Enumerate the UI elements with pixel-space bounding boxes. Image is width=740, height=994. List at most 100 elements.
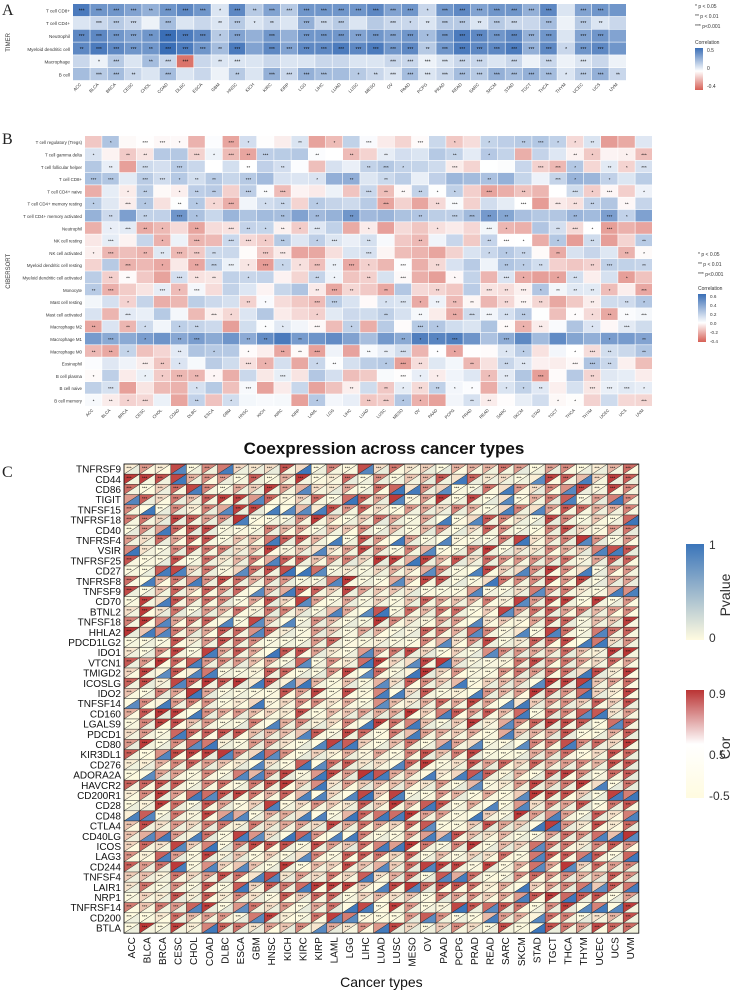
cell-significance: *** bbox=[267, 822, 273, 827]
heatmap-cell bbox=[343, 160, 360, 173]
column-label: BLCA bbox=[88, 82, 100, 94]
cell-significance: *** bbox=[516, 527, 522, 532]
cell-significance: *** bbox=[400, 362, 406, 368]
cell-significance: *** bbox=[423, 741, 429, 746]
cell-significance: *** bbox=[579, 812, 585, 817]
cell-significance: *** bbox=[548, 782, 554, 787]
cell-significance: *** bbox=[610, 680, 616, 685]
heatmap-cell bbox=[377, 295, 394, 308]
heatmap-cell bbox=[205, 271, 222, 283]
heatmap-cell bbox=[325, 332, 343, 345]
heatmap-cell bbox=[228, 4, 246, 17]
cell-significance: *** bbox=[345, 680, 351, 685]
cell-significance: *** bbox=[511, 47, 517, 53]
cell-significance: *** bbox=[236, 822, 242, 827]
cell-significance: *** bbox=[189, 608, 195, 613]
cell-significance: ** bbox=[149, 47, 153, 53]
cell-significance: *** bbox=[485, 486, 491, 491]
cell-significance: * bbox=[179, 140, 181, 146]
cell-significance: ** bbox=[126, 325, 130, 331]
heatmap-cell bbox=[257, 369, 274, 382]
cell-significance: *** bbox=[563, 567, 569, 572]
cell-significance: *** bbox=[329, 496, 335, 501]
cell-significance: *** bbox=[158, 741, 164, 746]
cell-significance: *** bbox=[454, 486, 460, 491]
heatmap-cell bbox=[470, 42, 488, 55]
heatmap-cell bbox=[274, 271, 291, 283]
heatmap-cell bbox=[222, 160, 240, 173]
cell-significance: *** bbox=[126, 731, 132, 736]
heatmap-cell bbox=[211, 68, 229, 81]
cell-significance: *** bbox=[220, 649, 226, 654]
heatmap-cell bbox=[102, 320, 119, 333]
cell-significance: *** bbox=[407, 629, 413, 634]
cell-significance: *** bbox=[142, 567, 148, 572]
cell-significance: * bbox=[557, 239, 559, 245]
cell-significance: *** bbox=[267, 465, 273, 470]
heatmap-cell bbox=[343, 271, 360, 283]
heatmap-cell bbox=[497, 259, 515, 271]
cell-significance: *** bbox=[228, 239, 234, 245]
heatmap-cell bbox=[566, 172, 584, 185]
cell-significance: *** bbox=[563, 516, 569, 521]
cell-significance: *** bbox=[236, 680, 242, 685]
cell-significance: *** bbox=[356, 8, 362, 14]
heatmap-cell bbox=[394, 394, 412, 406]
heatmap-cell bbox=[540, 4, 557, 17]
cell-significance: *** bbox=[594, 496, 600, 501]
cell-significance: *** bbox=[220, 802, 226, 807]
heatmap-cell bbox=[360, 320, 377, 333]
cell-significance: *** bbox=[485, 598, 491, 603]
heatmap-cell bbox=[384, 16, 402, 29]
cell-significance: *** bbox=[407, 547, 413, 552]
cell-significance: ** bbox=[419, 362, 423, 368]
heatmap-cell bbox=[343, 234, 360, 247]
heatmap-cell bbox=[497, 357, 515, 370]
heatmap-cell bbox=[480, 246, 498, 259]
heatmap-cell bbox=[557, 42, 575, 55]
heatmap-cell bbox=[566, 246, 584, 259]
colorbar-tick: -0.4 bbox=[710, 339, 718, 344]
cell-significance: ** bbox=[453, 312, 457, 318]
panel-letter-a: A bbox=[2, 2, 14, 19]
cell-significance: ** bbox=[149, 60, 153, 66]
cell-significance: *** bbox=[204, 761, 210, 766]
heatmap-cell bbox=[343, 345, 360, 357]
cell-significance: * bbox=[316, 202, 318, 208]
heatmap-cell bbox=[171, 136, 188, 148]
cell-significance: ** bbox=[132, 72, 136, 78]
heatmap-cell bbox=[246, 42, 263, 55]
row-label: T cell CD4+ memory activated bbox=[23, 214, 82, 219]
cell-significance: *** bbox=[142, 618, 148, 623]
heatmap-cell bbox=[574, 42, 592, 55]
heatmap-cell bbox=[601, 234, 618, 247]
cell-significance: *** bbox=[454, 761, 460, 766]
heatmap-cell bbox=[566, 283, 584, 296]
cell-significance: *** bbox=[329, 690, 335, 695]
cell-significance: *** bbox=[454, 547, 460, 552]
cell-significance: ** bbox=[573, 202, 577, 208]
heatmap-cell bbox=[119, 185, 136, 197]
row-label: Mast cell activated bbox=[46, 312, 83, 317]
cell-significance: ** bbox=[505, 325, 509, 331]
cell-significance: *** bbox=[470, 547, 476, 552]
heatmap-cell bbox=[532, 185, 549, 197]
heatmap-cell bbox=[497, 271, 515, 283]
heatmap-cell bbox=[470, 16, 488, 29]
cell-significance: ** bbox=[350, 288, 354, 294]
heatmap-cell bbox=[583, 259, 601, 271]
cell-significance: *** bbox=[236, 547, 242, 552]
cell-significance: *** bbox=[234, 8, 240, 14]
row-label: Macrophage M0 bbox=[50, 349, 82, 354]
cell-significance: * bbox=[282, 325, 284, 331]
heatmap-cell bbox=[377, 160, 394, 173]
heatmap-cell bbox=[592, 29, 609, 42]
heatmap-cell bbox=[142, 29, 159, 42]
cell-significance: *** bbox=[125, 202, 131, 208]
heatmap-cell bbox=[222, 222, 240, 234]
row-label: CD70 bbox=[95, 597, 121, 608]
cell-significance: ** bbox=[333, 263, 337, 269]
heatmap-cell bbox=[436, 16, 453, 29]
cell-significance: * bbox=[488, 140, 490, 146]
cell-significance: * bbox=[565, 72, 567, 78]
